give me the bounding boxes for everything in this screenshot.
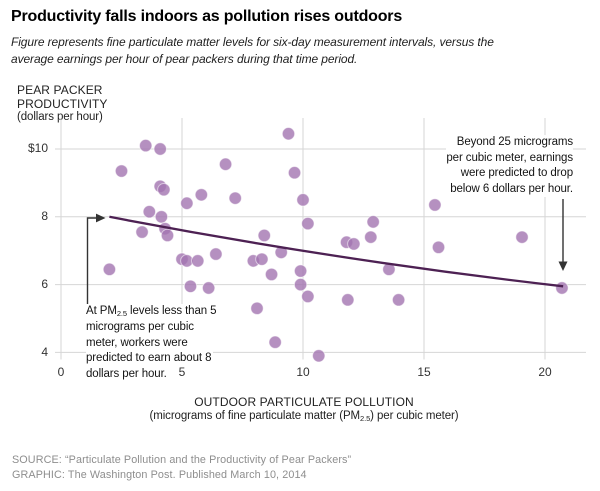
scatter-point (257, 228, 271, 243)
scatter-point (268, 335, 282, 349)
scatter-point (139, 138, 153, 153)
scatter-point (228, 191, 242, 205)
scatter-point (142, 205, 157, 219)
scatter-point (312, 349, 326, 363)
right-annotation-arrowhead (558, 261, 568, 271)
x-axis-unit: (micrograms of fine particulate matter (… (11, 410, 597, 422)
pm25-subscript: 2.5 (116, 309, 127, 318)
scatter-point (515, 230, 529, 244)
scatter-point (114, 164, 129, 178)
y-tick-label-8: 8 (41, 209, 48, 223)
scatter-point (301, 289, 315, 304)
scatter-point (281, 127, 296, 141)
x-tick-label-10: 10 (296, 365, 310, 379)
scatter-point (160, 228, 175, 243)
x-tick-label-15: 15 (417, 365, 431, 379)
scatter-point (264, 267, 279, 282)
footer: SOURCE: “Particulate Pollution and the P… (12, 453, 351, 482)
scatter-point (287, 166, 302, 180)
pm25-subscript: 2.5 (360, 414, 371, 423)
graphic-line: GRAPHIC: The Washington Post. Published … (12, 468, 307, 481)
scatter-point (180, 196, 194, 210)
scatter-point (135, 225, 149, 239)
subtitle-line-1: Figure represents fine particulate matte… (11, 35, 494, 49)
annotation-left-line-1-post: levels less than 5 (126, 305, 217, 317)
chart-subtitle: Figure represents fine particulate matte… (11, 34, 589, 67)
x-axis-unit-suffix: ) per cubic meter) (370, 410, 459, 422)
x-tick-label-0: 0 (57, 365, 65, 379)
left-annotation-arrowhead (96, 213, 106, 223)
scatter-point (428, 198, 442, 212)
scatter-point (296, 193, 310, 207)
source-line: SOURCE: “Particulate Pollution and the P… (12, 454, 352, 466)
annotation-left-line-5: dollars per hour. (86, 367, 169, 383)
annotation-left-line-3: meter, workers were (86, 335, 190, 352)
annotation-right: Beyond 25 micrograms per cubic meter, ea… (446, 135, 573, 197)
scatter-point (157, 182, 171, 197)
y-axis-unit: (dollars per hour) (17, 111, 103, 123)
annotation-right-line-1: Beyond 25 micrograms (446, 135, 573, 151)
x-axis-unit-pre: (micrograms of fine particulate matter (… (149, 410, 361, 422)
x-axis-title: OUTDOOR PARTICULATE POLLUTION (194, 395, 414, 409)
scatter-point (255, 252, 269, 266)
x-tick-label-5: 5 (178, 365, 186, 379)
scatter-point (250, 301, 264, 316)
annotation-left-line-1-pre: At PM (86, 305, 117, 317)
annotation-left: At PM2.5 levels less than 5 micrograms p… (86, 304, 219, 383)
x-tick-label-20: 20 (538, 365, 552, 379)
scatter-point (183, 279, 198, 293)
scatter-point (366, 215, 380, 229)
y-axis-title-line-2: PRODUCTIVITY (17, 96, 108, 111)
y-tick-label-10: $10 (27, 141, 48, 155)
trend-line (109, 215, 564, 288)
scatter-point (191, 254, 205, 268)
page-title: Productivity falls indoors as pollution … (11, 8, 403, 25)
annotation-left-line-4: predicted to earn about 8 (86, 351, 214, 368)
scatter-point (341, 293, 355, 307)
scatter-point (555, 281, 569, 295)
scatter-point (154, 210, 169, 224)
annotation-left-line-2: micrograms per cubic (86, 319, 196, 336)
scatter-point (431, 240, 446, 255)
scatter-point (364, 230, 378, 244)
y-axis-title-line-1: PEAR PACKER (17, 83, 103, 97)
annotation-right-line-2: per cubic meter, earnings (446, 150, 573, 166)
annotation-right-line-4: below 6 dollars per hour. (446, 181, 573, 197)
scatter-point (218, 157, 233, 171)
subtitle-line-2: average earnings per hour of pear packer… (11, 51, 358, 66)
scatter-point (293, 277, 308, 292)
y-axis-title: PEAR PACKER PRODUCTIVITY (dollars per ho… (17, 83, 108, 125)
y-tick-label-6: 6 (41, 277, 48, 291)
annotation-left-line-1: At PM2.5 levels less than 5 (86, 304, 219, 320)
y-tick-label-4: 4 (41, 345, 48, 359)
scatter-point (293, 264, 308, 278)
scatter-point (209, 247, 223, 261)
scatter-point (301, 216, 315, 231)
left-annotation-arrow (86, 217, 97, 309)
scatter-point (194, 188, 209, 202)
scatter-point (102, 262, 117, 277)
annotation-right-line-3: were predicted to drop (446, 166, 573, 182)
scatter-point (347, 237, 361, 251)
scatter-point (153, 142, 167, 156)
scatter-point (201, 281, 216, 295)
scatter-point (391, 293, 406, 307)
